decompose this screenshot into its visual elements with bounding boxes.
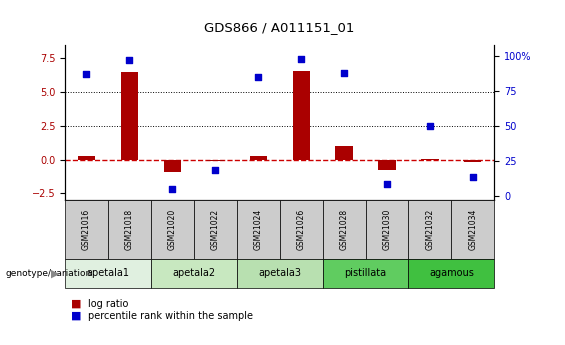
Point — [211, 168, 220, 173]
Text: GSM21022: GSM21022 — [211, 209, 220, 250]
Point — [425, 123, 434, 129]
Point — [468, 175, 477, 180]
Text: GSM21026: GSM21026 — [297, 209, 306, 250]
Bar — [293, 70, 310, 160]
Text: agamous: agamous — [429, 268, 474, 278]
Text: apetala1: apetala1 — [86, 268, 129, 278]
Bar — [78, 156, 95, 160]
Text: GSM21028: GSM21028 — [340, 209, 349, 250]
Bar — [336, 146, 353, 160]
Point — [383, 182, 392, 187]
Text: ■: ■ — [71, 299, 81, 308]
Text: GSM21016: GSM21016 — [82, 209, 91, 250]
Point — [168, 186, 177, 191]
Point — [125, 57, 134, 63]
Text: GSM21018: GSM21018 — [125, 209, 134, 250]
Point — [340, 70, 349, 76]
Text: GDS866 / A011151_01: GDS866 / A011151_01 — [205, 21, 355, 34]
Bar — [207, 160, 224, 161]
Text: ■: ■ — [71, 311, 81, 321]
Text: GSM21024: GSM21024 — [254, 209, 263, 250]
Text: ▶: ▶ — [51, 268, 59, 278]
Text: GSM21032: GSM21032 — [425, 209, 434, 250]
Point — [297, 56, 306, 61]
Text: GSM21020: GSM21020 — [168, 209, 177, 250]
Bar — [250, 156, 267, 160]
Text: genotype/variation: genotype/variation — [6, 269, 92, 278]
Point — [82, 71, 91, 77]
Text: pistillata: pistillata — [345, 268, 386, 278]
Point — [254, 74, 263, 80]
Bar — [379, 160, 395, 170]
Bar — [464, 160, 481, 162]
Text: apetala3: apetala3 — [258, 268, 301, 278]
Text: log ratio: log ratio — [88, 299, 128, 308]
Bar — [121, 72, 138, 160]
Bar — [164, 160, 181, 172]
Bar — [421, 159, 438, 160]
Text: apetala2: apetala2 — [172, 268, 215, 278]
Text: GSM21030: GSM21030 — [383, 209, 392, 250]
Text: GSM21034: GSM21034 — [468, 209, 477, 250]
Text: percentile rank within the sample: percentile rank within the sample — [88, 311, 253, 321]
